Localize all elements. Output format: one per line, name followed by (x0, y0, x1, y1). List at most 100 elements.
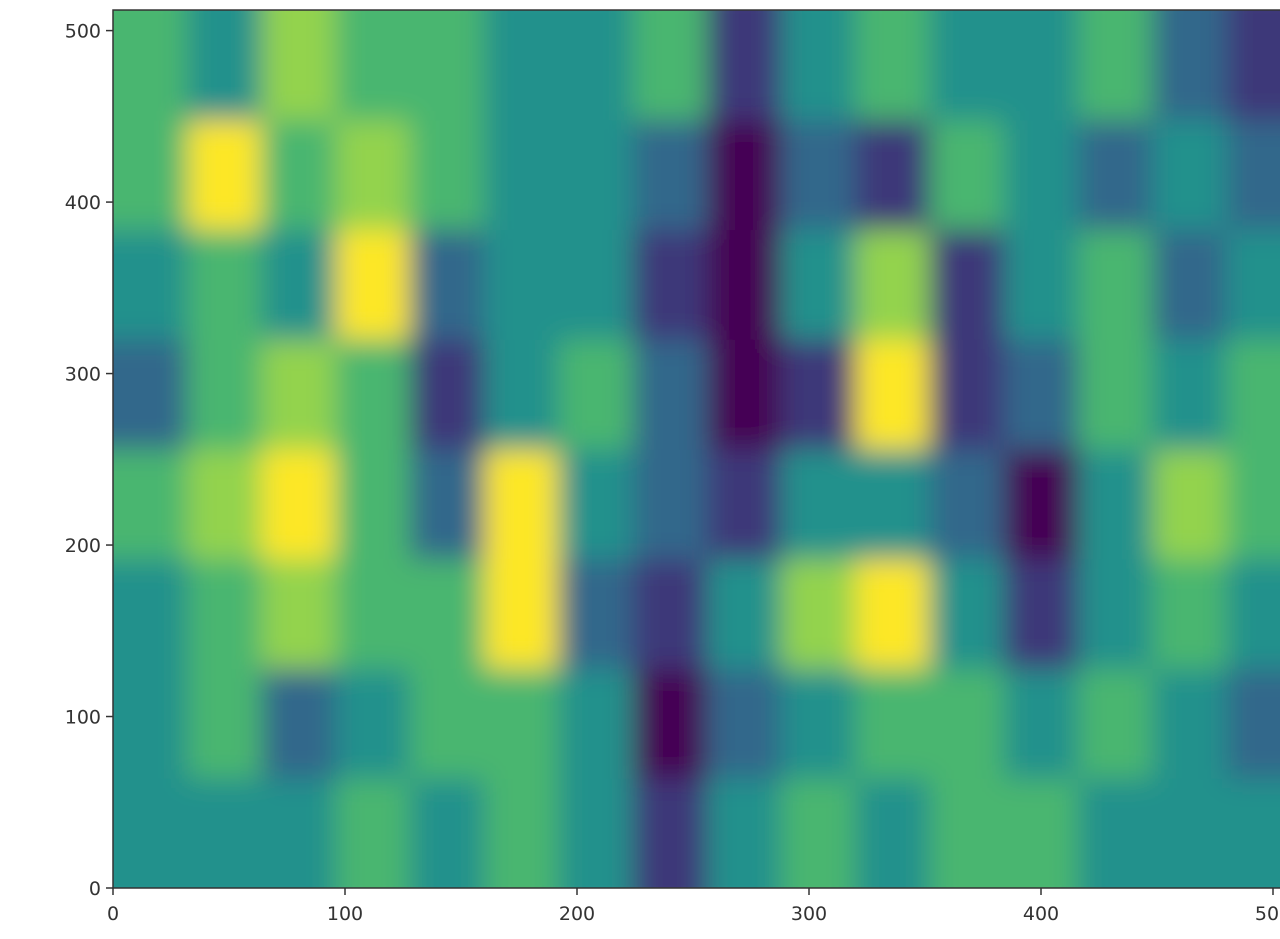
heatmap-cell (855, 449, 931, 560)
heatmap-cell (1226, 449, 1280, 560)
heatmap-cell (409, 10, 485, 121)
heatmap-cell (632, 10, 708, 121)
heatmap-cell (781, 668, 856, 779)
heatmap-cell (1226, 10, 1280, 121)
heatmap-cell (1003, 119, 1079, 231)
x-tick-label: 0 (107, 903, 119, 925)
heatmap-cell (484, 10, 559, 121)
heatmap-cell (855, 10, 931, 121)
heatmap-cell (409, 229, 485, 340)
heatmap-cell (113, 10, 188, 121)
heatmap-cell (261, 668, 337, 779)
heatmap-cell (632, 229, 708, 340)
heatmap-cell (929, 668, 1005, 779)
heatmap-cell (706, 229, 782, 340)
heatmap-cell (632, 558, 708, 670)
heatmap-cell (409, 668, 485, 779)
heatmap-cell (1003, 668, 1079, 779)
y-tick-label: 0 (89, 878, 101, 900)
y-tick-label: 500 (65, 21, 101, 43)
x-tick-label: 300 (791, 903, 827, 925)
plot-frame (112, 9, 1280, 889)
heatmap-cell (632, 778, 708, 888)
heatmap-cell (632, 449, 708, 560)
heatmap-cell (484, 778, 559, 888)
heatmap-cell (1078, 668, 1153, 779)
heatmap-cell (113, 119, 188, 231)
heatmap-cell (1003, 229, 1079, 340)
y-tick-label: 200 (65, 535, 101, 557)
heatmap-cell (335, 778, 411, 888)
heatmap-cell (558, 558, 634, 670)
heatmap-cell (929, 778, 1005, 888)
heatmap-cell (558, 10, 634, 121)
heatmap-cell (632, 668, 708, 779)
heatmap-cell (1226, 668, 1280, 779)
x-tick-label: 500 (1255, 903, 1280, 925)
heatmap-cell (113, 339, 188, 450)
heatmap-cell (1078, 10, 1153, 121)
heatmap-cell (781, 778, 856, 888)
heatmap-cell (855, 558, 931, 670)
heatmap-cell (261, 449, 337, 560)
heatmap-cell (558, 229, 634, 340)
heatmap-cell (113, 778, 188, 888)
heatmap-cell (1003, 449, 1079, 560)
heatmap-cell (1003, 10, 1079, 121)
heatmap-cell (1078, 778, 1153, 888)
heatmap-cell (558, 339, 634, 450)
heatmap-cell (706, 778, 782, 888)
heatmap-cell (558, 119, 634, 231)
heatmap-cell (484, 339, 559, 450)
heatmap-cell (706, 668, 782, 779)
heatmap-cell (855, 778, 931, 888)
heatmap-cell (335, 668, 411, 779)
heatmap-cell (1003, 339, 1079, 450)
heatmap-cell (409, 449, 485, 560)
heatmap-cell (409, 558, 485, 670)
heatmap-cell (187, 10, 262, 121)
heatmap-cell (1226, 339, 1280, 450)
heatmap-cell (1152, 10, 1228, 121)
heatmap-cell (781, 339, 856, 450)
heatmap-cell (261, 339, 337, 450)
heatmap-cell (1226, 229, 1280, 340)
heatmap-cell (113, 558, 188, 670)
heatmap-cell (187, 778, 262, 888)
heatmap-cell (1226, 778, 1280, 888)
heatmap-cell (929, 119, 1005, 231)
heatmap-cell (484, 119, 559, 231)
y-tick-label: 400 (65, 192, 101, 214)
heatmap-cell (409, 778, 485, 888)
heatmap-cell (187, 229, 262, 340)
heatmap-cell (484, 229, 559, 340)
heatmap-cell (706, 339, 782, 450)
heatmap-cell (1152, 558, 1228, 670)
heatmap-cell (1226, 558, 1280, 670)
heatmap-cell (1152, 668, 1228, 779)
heatmap-cell (632, 119, 708, 231)
heatmap-cell (409, 119, 485, 231)
heatmap-cell (187, 668, 262, 779)
heatmap-cell (1078, 449, 1153, 560)
heatmap-cell (113, 449, 188, 560)
heatmap-cell (484, 449, 559, 560)
heatmap-cell (558, 668, 634, 779)
heatmap-cell (1152, 229, 1228, 340)
heatmap-cell (558, 449, 634, 560)
heatmap-cell (335, 339, 411, 450)
heatmap-cell (261, 558, 337, 670)
heatmap-cell (929, 449, 1005, 560)
heatmap-cell (335, 10, 411, 121)
heatmap-cell (409, 339, 485, 450)
heatmap-cell (1152, 778, 1228, 888)
heatmap-cell (781, 229, 856, 340)
heatmap-cell (1003, 558, 1079, 670)
heatmap-cell (1078, 558, 1153, 670)
heatmap-cell (187, 339, 262, 450)
axes: 0 100 200 300 400 500 0 100 200 300 400 500 (65, 9, 1280, 925)
heatmap-cell (855, 668, 931, 779)
heatmap-cell (261, 119, 337, 231)
heatmap-cell (706, 558, 782, 670)
heatmap-cell (781, 449, 856, 560)
